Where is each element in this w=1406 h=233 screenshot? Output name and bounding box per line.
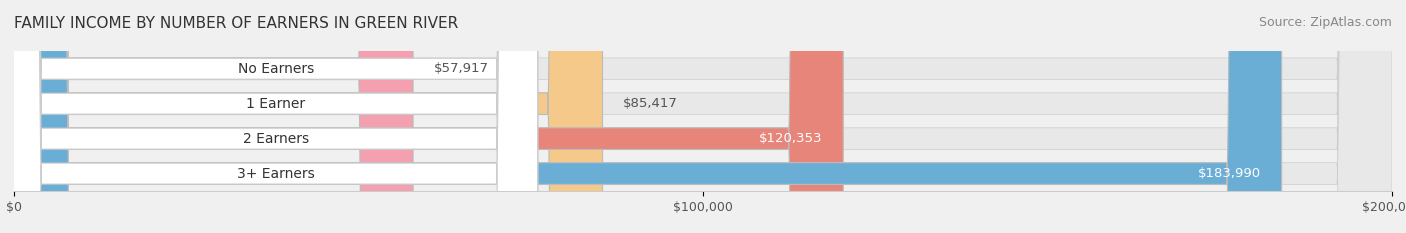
Text: 2 Earners: 2 Earners: [243, 132, 309, 146]
Text: $57,917: $57,917: [433, 62, 489, 75]
FancyBboxPatch shape: [14, 0, 603, 233]
Text: $183,990: $183,990: [1198, 167, 1261, 180]
Text: FAMILY INCOME BY NUMBER OF EARNERS IN GREEN RIVER: FAMILY INCOME BY NUMBER OF EARNERS IN GR…: [14, 16, 458, 31]
FancyBboxPatch shape: [0, 0, 537, 233]
Text: No Earners: No Earners: [238, 62, 314, 76]
FancyBboxPatch shape: [14, 0, 1282, 233]
FancyBboxPatch shape: [0, 0, 537, 233]
FancyBboxPatch shape: [0, 0, 537, 233]
FancyBboxPatch shape: [0, 0, 537, 233]
FancyBboxPatch shape: [14, 0, 1392, 233]
FancyBboxPatch shape: [14, 0, 413, 233]
FancyBboxPatch shape: [14, 0, 844, 233]
Text: $85,417: $85,417: [623, 97, 678, 110]
Text: 3+ Earners: 3+ Earners: [238, 167, 315, 181]
Text: 1 Earner: 1 Earner: [246, 97, 305, 111]
FancyBboxPatch shape: [14, 0, 1392, 233]
FancyBboxPatch shape: [14, 0, 1392, 233]
FancyBboxPatch shape: [14, 0, 1392, 233]
Text: Source: ZipAtlas.com: Source: ZipAtlas.com: [1258, 16, 1392, 29]
Text: $120,353: $120,353: [759, 132, 823, 145]
